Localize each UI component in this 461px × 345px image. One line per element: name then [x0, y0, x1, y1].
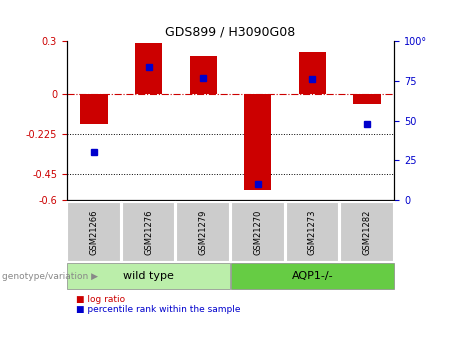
Text: GSM21276: GSM21276: [144, 209, 153, 255]
Bar: [189, 56, 217, 94]
Bar: [353, 94, 380, 104]
Text: GSM21273: GSM21273: [308, 209, 317, 255]
Text: ■ log ratio: ■ log ratio: [76, 295, 125, 304]
Bar: [244, 94, 272, 189]
Bar: [135, 43, 162, 94]
Bar: [81, 94, 108, 124]
Text: GSM21270: GSM21270: [253, 209, 262, 255]
Text: AQP1-/-: AQP1-/-: [291, 271, 333, 281]
Text: GSM21282: GSM21282: [362, 209, 372, 255]
Text: wild type: wild type: [123, 271, 174, 281]
Text: ■ percentile rank within the sample: ■ percentile rank within the sample: [76, 305, 241, 314]
Text: genotype/variation ▶: genotype/variation ▶: [2, 272, 98, 281]
Text: GSM21279: GSM21279: [199, 209, 208, 255]
Bar: [299, 52, 326, 94]
Text: GSM21266: GSM21266: [89, 209, 99, 255]
Title: GDS899 / H3090G08: GDS899 / H3090G08: [165, 26, 296, 39]
